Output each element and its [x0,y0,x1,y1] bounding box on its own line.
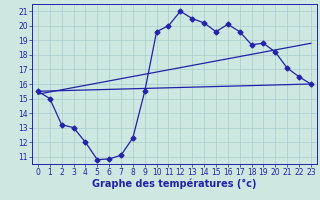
X-axis label: Graphe des températures (°c): Graphe des températures (°c) [92,179,257,189]
